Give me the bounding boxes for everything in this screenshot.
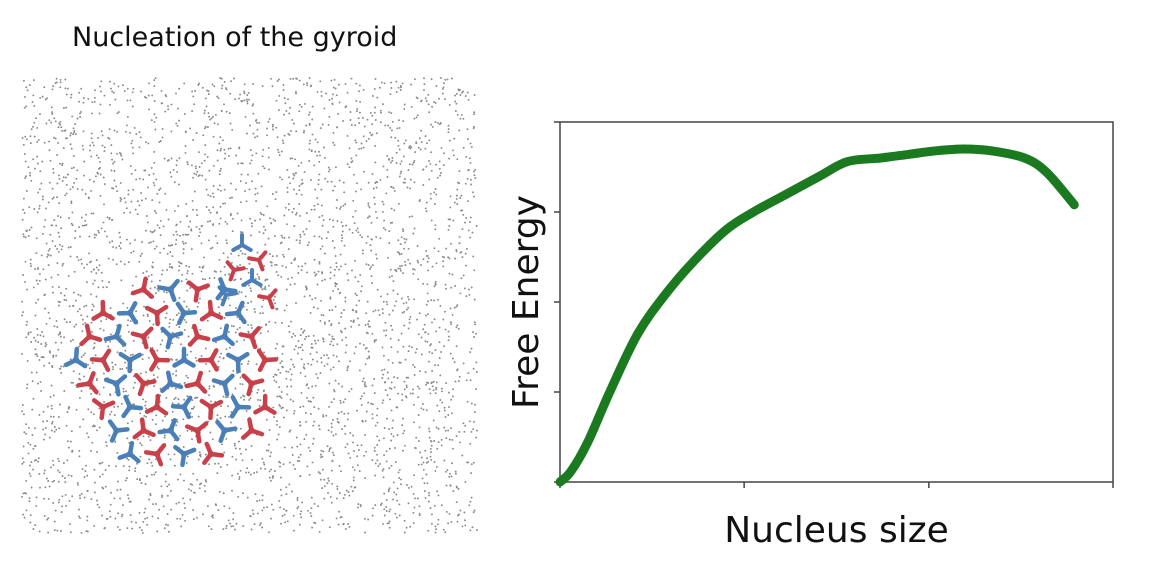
figure-title: Nucleation of the gyroid: [72, 22, 398, 53]
gyroid-simulation-image: [21, 77, 478, 534]
gyroid-network: [63, 233, 279, 468]
axis-ticks: [554, 121, 1114, 488]
x-axis-label: Nucleus size: [724, 510, 949, 551]
plot-frame: [559, 121, 1114, 483]
y-axis-label: Free Energy: [506, 195, 547, 409]
particle-cloud: [21, 77, 478, 534]
free-energy-curve: [555, 144, 1079, 487]
free-energy-chart: Nucleus size Free Energy: [506, 121, 1114, 551]
